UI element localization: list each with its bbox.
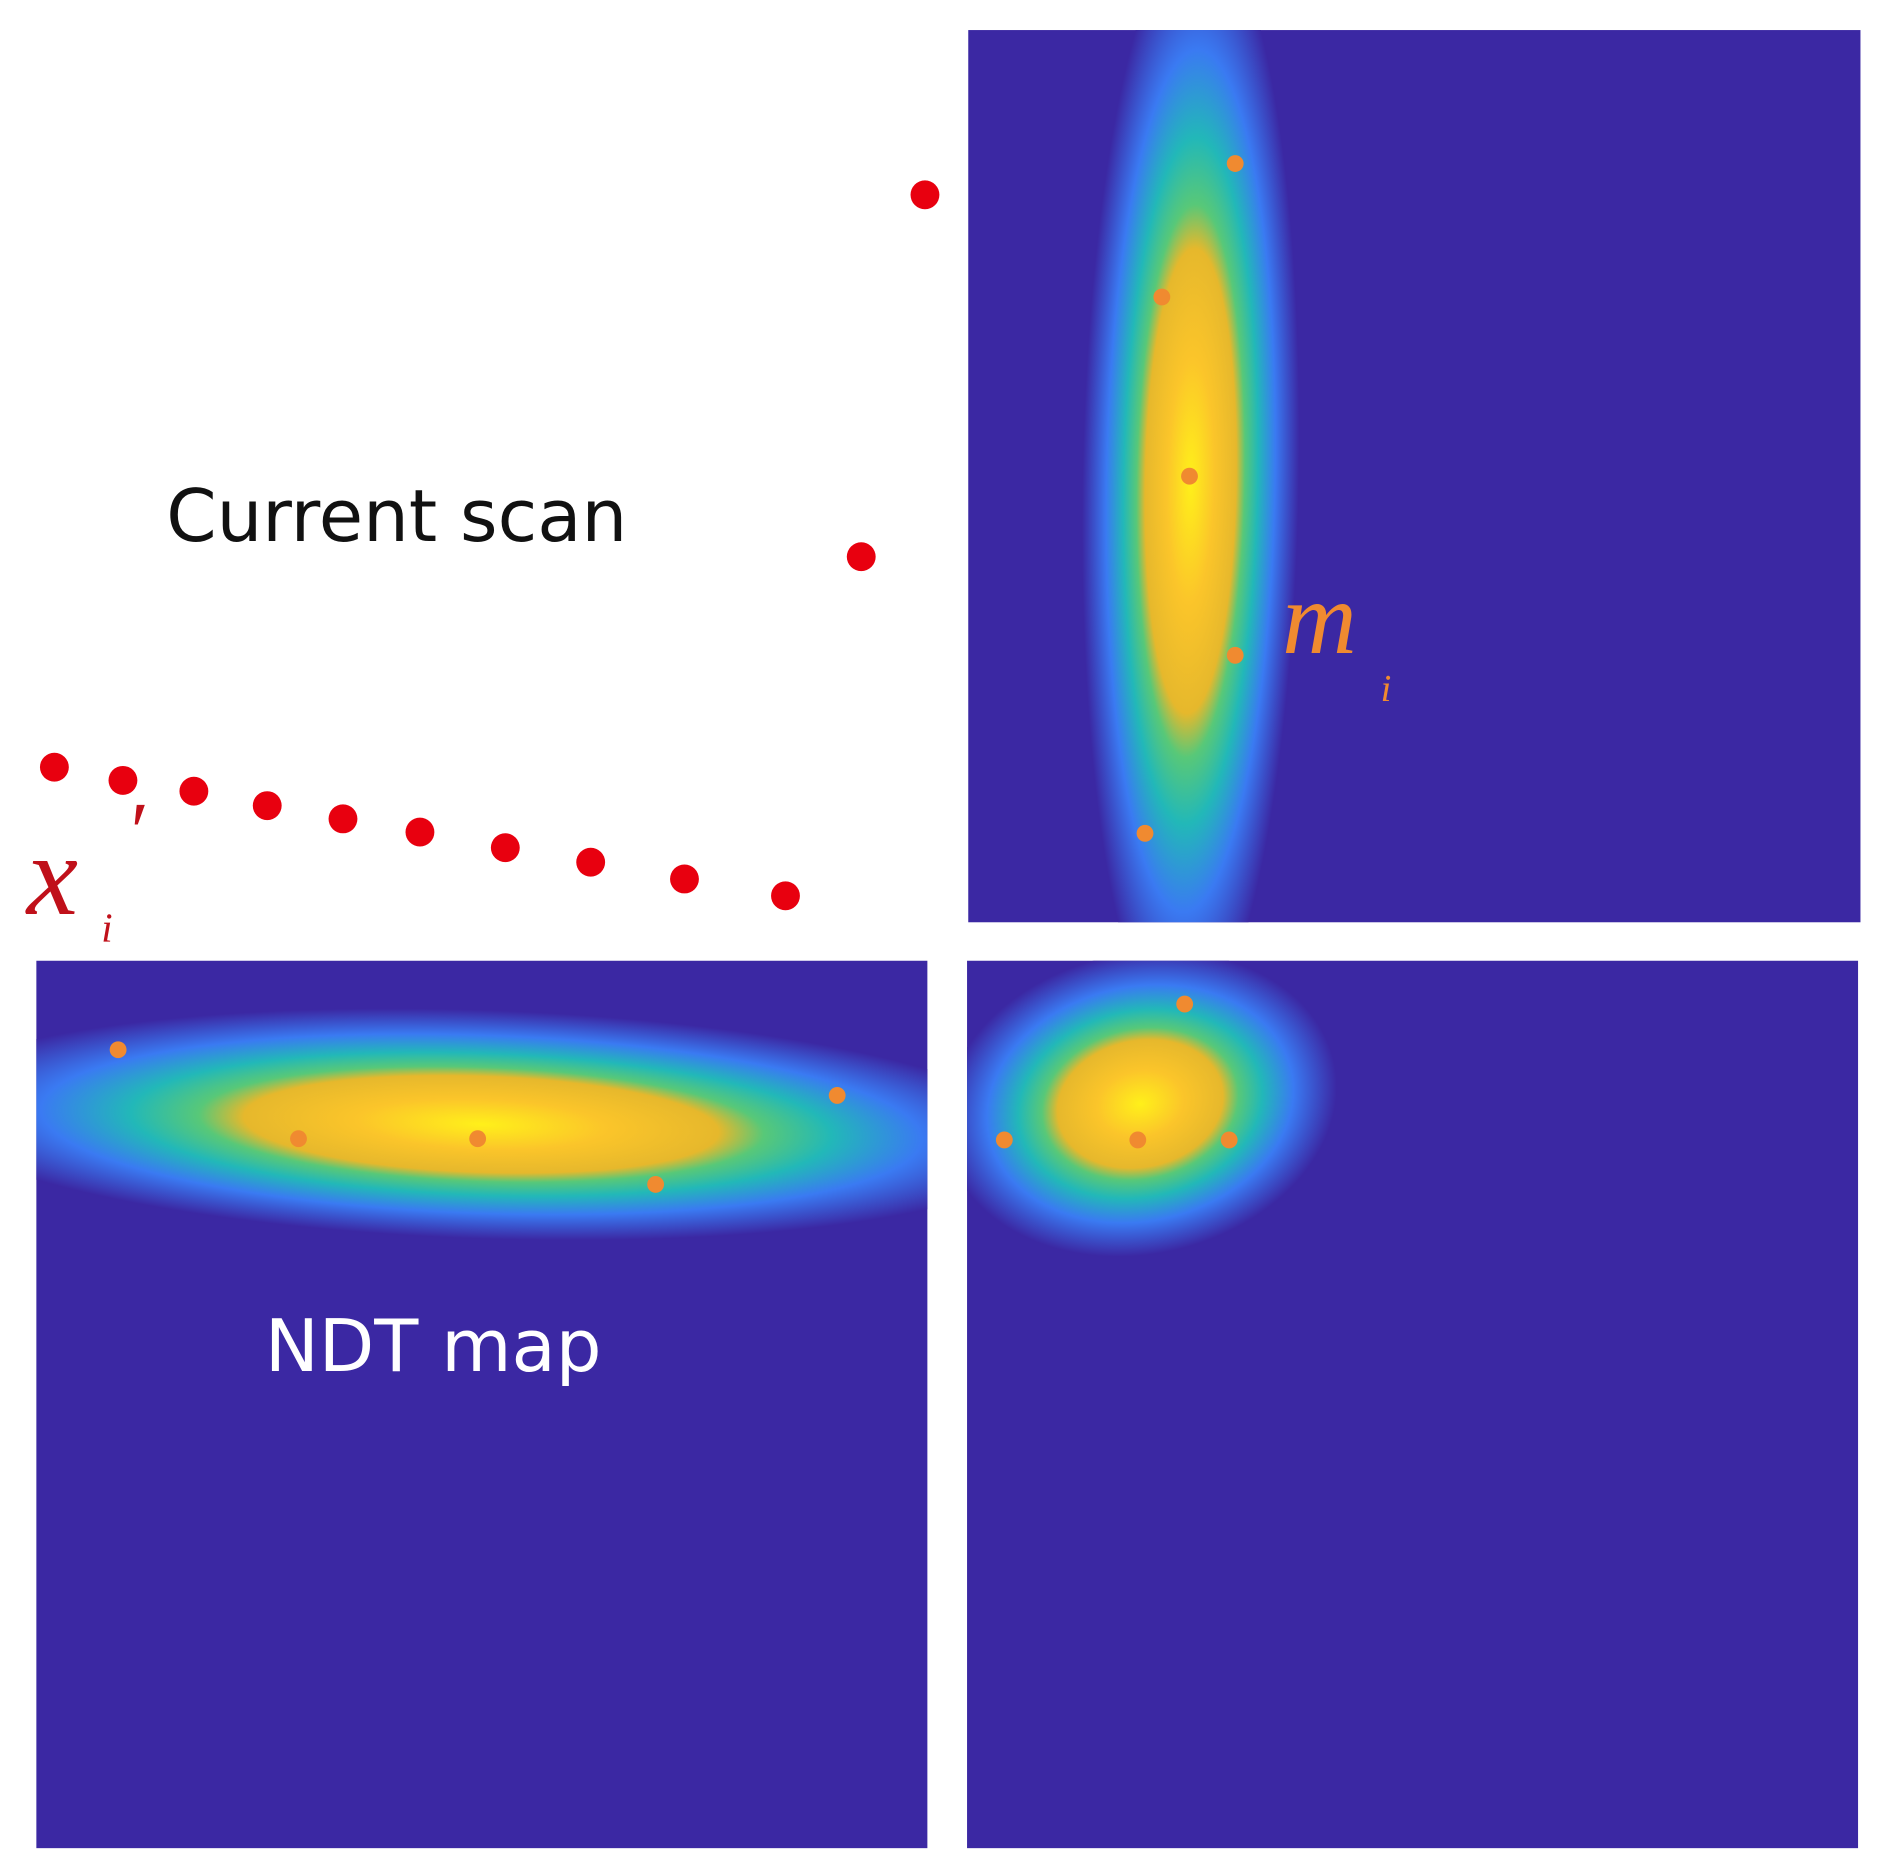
map-symbol: m [1282,562,1357,676]
ndt-map-label: NDT map [265,1305,602,1389]
gaussian [36,1008,928,1241]
current-scan-label: Current scan [166,475,627,559]
map-points [109,155,1244,1193]
map-subscript: i [1381,668,1392,710]
scan-subscript: i [101,906,112,951]
scan-symbol: x [25,811,78,939]
gaussian [967,960,1337,1257]
scan-points [39,180,940,911]
scan-prime: ′ [125,786,145,879]
